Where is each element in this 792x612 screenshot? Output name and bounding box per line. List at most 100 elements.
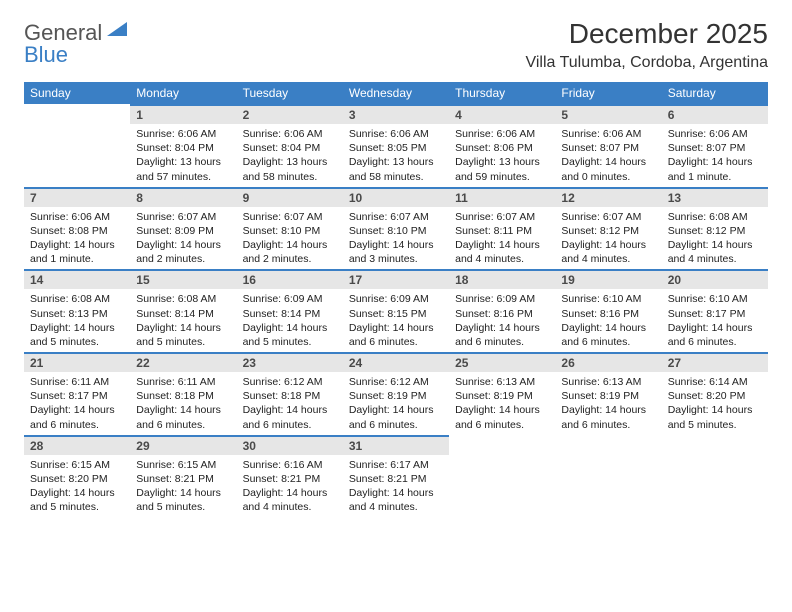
calendar-week-row: 28Sunrise: 6:15 AMSunset: 8:20 PMDayligh… bbox=[24, 435, 768, 518]
day-body: Sunrise: 6:15 AMSunset: 8:20 PMDaylight:… bbox=[24, 455, 130, 518]
day-body: Sunrise: 6:12 AMSunset: 8:18 PMDaylight:… bbox=[237, 372, 343, 435]
logo: General Blue bbox=[24, 18, 127, 66]
weekday-header: Friday bbox=[555, 82, 661, 104]
daylight-text: Daylight: 14 hours and 2 minutes. bbox=[136, 238, 230, 266]
location-text: Villa Tulumba, Cordoba, Argentina bbox=[525, 54, 768, 72]
sunrise-text: Sunrise: 6:07 AM bbox=[136, 210, 230, 224]
daylight-text: Daylight: 14 hours and 6 minutes. bbox=[455, 321, 549, 349]
calendar-cell: 23Sunrise: 6:12 AMSunset: 8:18 PMDayligh… bbox=[237, 352, 343, 435]
sunrise-text: Sunrise: 6:06 AM bbox=[136, 127, 230, 141]
sunrise-text: Sunrise: 6:08 AM bbox=[668, 210, 762, 224]
calendar-cell: 18Sunrise: 6:09 AMSunset: 8:16 PMDayligh… bbox=[449, 269, 555, 352]
day-body: Sunrise: 6:08 AMSunset: 8:12 PMDaylight:… bbox=[662, 207, 768, 270]
calendar-cell: 22Sunrise: 6:11 AMSunset: 8:18 PMDayligh… bbox=[130, 352, 236, 435]
day-number: 27 bbox=[662, 352, 768, 372]
day-number: 13 bbox=[662, 187, 768, 207]
calendar-cell: 29Sunrise: 6:15 AMSunset: 8:21 PMDayligh… bbox=[130, 435, 236, 518]
daylight-text: Daylight: 14 hours and 1 minute. bbox=[30, 238, 124, 266]
daylight-text: Daylight: 14 hours and 6 minutes. bbox=[349, 403, 443, 431]
sunset-text: Sunset: 8:20 PM bbox=[668, 389, 762, 403]
day-body: Sunrise: 6:15 AMSunset: 8:21 PMDaylight:… bbox=[130, 455, 236, 518]
calendar-cell: 12Sunrise: 6:07 AMSunset: 8:12 PMDayligh… bbox=[555, 187, 661, 270]
calendar-week-row: 14Sunrise: 6:08 AMSunset: 8:13 PMDayligh… bbox=[24, 269, 768, 352]
calendar-cell bbox=[662, 435, 768, 518]
day-number: 26 bbox=[555, 352, 661, 372]
sunset-text: Sunset: 8:18 PM bbox=[243, 389, 337, 403]
calendar-cell: 4 Sunrise: 6:06 AMSunset: 8:06 PMDaylight… bbox=[449, 104, 555, 187]
page-header: General Blue December 2025 Villa Tulumba… bbox=[24, 18, 768, 72]
day-body: Sunrise: 6:09 AMSunset: 8:14 PMDaylight:… bbox=[237, 289, 343, 352]
day-number: 29 bbox=[130, 435, 236, 455]
calendar-cell: 31Sunrise: 6:17 AMSunset: 8:21 PMDayligh… bbox=[343, 435, 449, 518]
sunset-text: Sunset: 8:19 PM bbox=[455, 389, 549, 403]
daylight-text: Daylight: 13 hours and 59 minutes. bbox=[455, 155, 549, 183]
daylight-text: Daylight: 14 hours and 5 minutes. bbox=[668, 403, 762, 431]
sunset-text: Sunset: 8:04 PM bbox=[243, 141, 337, 155]
sunset-text: Sunset: 8:16 PM bbox=[455, 307, 549, 321]
day-number: 14 bbox=[24, 269, 130, 289]
calendar-cell: 28Sunrise: 6:15 AMSunset: 8:20 PMDayligh… bbox=[24, 435, 130, 518]
sunrise-text: Sunrise: 6:11 AM bbox=[30, 375, 124, 389]
daylight-text: Daylight: 14 hours and 5 minutes. bbox=[30, 486, 124, 514]
day-number: 21 bbox=[24, 352, 130, 372]
logo-text-block: General Blue bbox=[24, 22, 127, 66]
daylight-text: Daylight: 14 hours and 6 minutes. bbox=[561, 403, 655, 431]
sunrise-text: Sunrise: 6:10 AM bbox=[561, 292, 655, 306]
sunset-text: Sunset: 8:14 PM bbox=[243, 307, 337, 321]
sunset-text: Sunset: 8:06 PM bbox=[455, 141, 549, 155]
day-body: Sunrise: 6:06 AMSunset: 8:07 PMDaylight:… bbox=[662, 124, 768, 187]
sunset-text: Sunset: 8:10 PM bbox=[243, 224, 337, 238]
sunrise-text: Sunrise: 6:08 AM bbox=[30, 292, 124, 306]
day-body: Sunrise: 6:13 AMSunset: 8:19 PMDaylight:… bbox=[555, 372, 661, 435]
sunrise-text: Sunrise: 6:06 AM bbox=[455, 127, 549, 141]
day-number: 8 bbox=[130, 187, 236, 207]
day-number: 4 bbox=[449, 104, 555, 124]
sunrise-text: Sunrise: 6:07 AM bbox=[349, 210, 443, 224]
calendar-cell: 20Sunrise: 6:10 AMSunset: 8:17 PMDayligh… bbox=[662, 269, 768, 352]
weekday-header: Saturday bbox=[662, 82, 768, 104]
sunset-text: Sunset: 8:21 PM bbox=[349, 472, 443, 486]
daylight-text: Daylight: 13 hours and 57 minutes. bbox=[136, 155, 230, 183]
sunset-text: Sunset: 8:08 PM bbox=[30, 224, 124, 238]
day-number: 1 bbox=[130, 104, 236, 124]
daylight-text: Daylight: 14 hours and 6 minutes. bbox=[349, 321, 443, 349]
sunset-text: Sunset: 8:04 PM bbox=[136, 141, 230, 155]
day-body: Sunrise: 6:16 AMSunset: 8:21 PMDaylight:… bbox=[237, 455, 343, 518]
sunrise-text: Sunrise: 6:10 AM bbox=[668, 292, 762, 306]
sunset-text: Sunset: 8:07 PM bbox=[561, 141, 655, 155]
calendar-cell: 1Sunrise: 6:06 AMSunset: 8:04 PMDaylight… bbox=[130, 104, 236, 187]
day-number: 18 bbox=[449, 269, 555, 289]
sunrise-text: Sunrise: 6:08 AM bbox=[136, 292, 230, 306]
calendar-body: 1Sunrise: 6:06 AMSunset: 8:04 PMDaylight… bbox=[24, 104, 768, 517]
day-body: Sunrise: 6:06 AMSunset: 8:04 PMDaylight:… bbox=[130, 124, 236, 187]
logo-triangle-icon bbox=[107, 22, 127, 39]
sunset-text: Sunset: 8:15 PM bbox=[349, 307, 443, 321]
day-number: 24 bbox=[343, 352, 449, 372]
sunset-text: Sunset: 8:12 PM bbox=[561, 224, 655, 238]
day-body: Sunrise: 6:14 AMSunset: 8:20 PMDaylight:… bbox=[662, 372, 768, 435]
calendar-header-row: SundayMondayTuesdayWednesdayThursdayFrid… bbox=[24, 82, 768, 104]
day-body: Sunrise: 6:09 AMSunset: 8:16 PMDaylight:… bbox=[449, 289, 555, 352]
month-title: December 2025 bbox=[525, 18, 768, 50]
calendar-week-row: 21Sunrise: 6:11 AMSunset: 8:17 PMDayligh… bbox=[24, 352, 768, 435]
sunset-text: Sunset: 8:16 PM bbox=[561, 307, 655, 321]
sunset-text: Sunset: 8:12 PM bbox=[668, 224, 762, 238]
sunset-text: Sunset: 8:17 PM bbox=[668, 307, 762, 321]
calendar-cell: 27Sunrise: 6:14 AMSunset: 8:20 PMDayligh… bbox=[662, 352, 768, 435]
sunset-text: Sunset: 8:10 PM bbox=[349, 224, 443, 238]
day-body: Sunrise: 6:07 AMSunset: 8:11 PMDaylight:… bbox=[449, 207, 555, 270]
daylight-text: Daylight: 14 hours and 0 minutes. bbox=[561, 155, 655, 183]
calendar-cell bbox=[449, 435, 555, 518]
daylight-text: Daylight: 14 hours and 4 minutes. bbox=[455, 238, 549, 266]
day-number: 7 bbox=[24, 187, 130, 207]
sunset-text: Sunset: 8:14 PM bbox=[136, 307, 230, 321]
day-body: Sunrise: 6:09 AMSunset: 8:15 PMDaylight:… bbox=[343, 289, 449, 352]
weekday-header: Tuesday bbox=[237, 82, 343, 104]
daylight-text: Daylight: 14 hours and 6 minutes. bbox=[30, 403, 124, 431]
sunset-text: Sunset: 8:07 PM bbox=[668, 141, 762, 155]
sunset-text: Sunset: 8:09 PM bbox=[136, 224, 230, 238]
daylight-text: Daylight: 14 hours and 4 minutes. bbox=[243, 486, 337, 514]
day-body: Sunrise: 6:06 AMSunset: 8:08 PMDaylight:… bbox=[24, 207, 130, 270]
calendar-cell: 2Sunrise: 6:06 AMSunset: 8:04 PMDaylight… bbox=[237, 104, 343, 187]
calendar-cell: 14Sunrise: 6:08 AMSunset: 8:13 PMDayligh… bbox=[24, 269, 130, 352]
